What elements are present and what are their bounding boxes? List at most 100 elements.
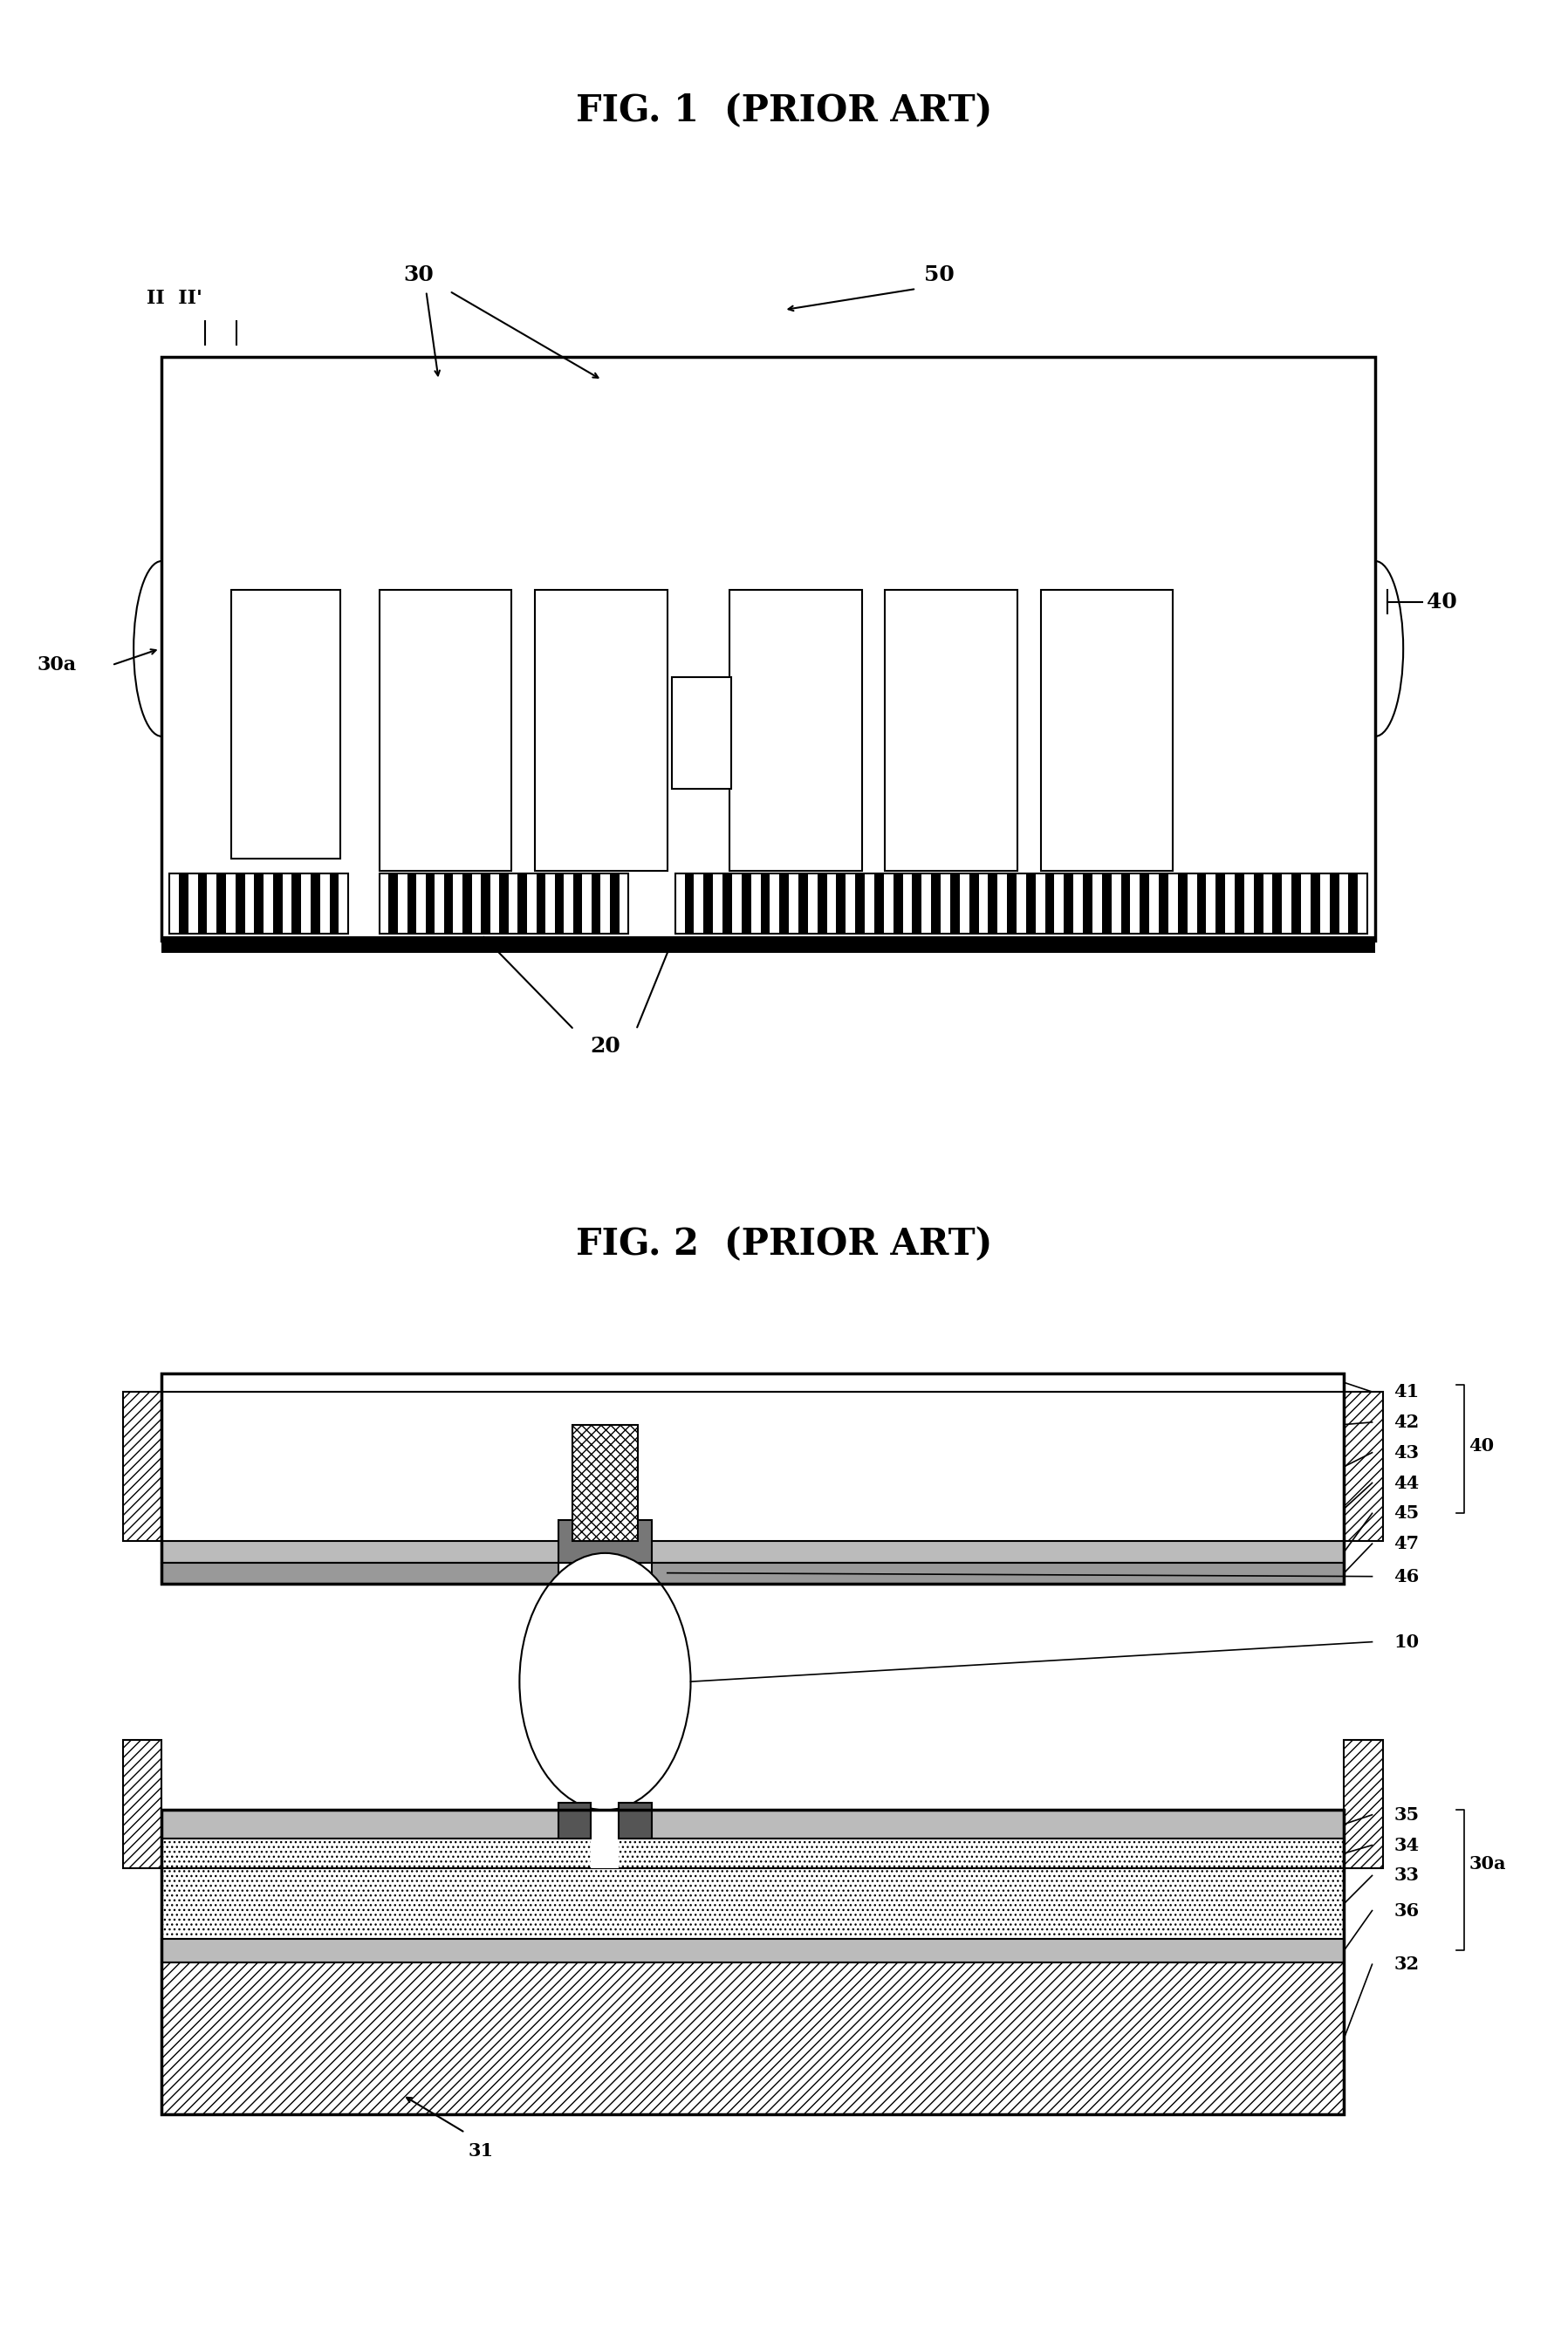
Bar [1140,874,1149,935]
Bar [379,874,629,935]
Bar [162,1562,558,1583]
Text: 43: 43 [1394,1445,1419,1461]
Text: 30a: 30a [36,655,77,674]
Text: 42: 42 [1394,1414,1419,1431]
Bar [1344,1741,1383,1867]
Bar [988,874,997,935]
Bar [894,874,903,935]
Bar [1330,874,1339,935]
Text: 45: 45 [1394,1506,1419,1522]
Bar [950,874,960,935]
Text: 34: 34 [1394,1837,1419,1853]
Text: 36: 36 [1394,1903,1419,1919]
Text: 44: 44 [1394,1475,1419,1492]
Bar [817,874,826,935]
Text: 32: 32 [1394,1957,1419,1973]
Text: 46: 46 [1394,1567,1419,1586]
Bar [162,1938,1344,1961]
Bar [1344,1393,1383,1541]
Bar [1254,874,1264,935]
Bar [535,590,668,871]
Bar [122,1741,162,1867]
Bar [1044,874,1054,935]
Bar [652,1562,1344,1583]
Bar [1065,874,1074,935]
Circle shape [519,1553,690,1811]
Bar [389,874,398,935]
Bar [723,874,732,935]
Bar [162,1811,1344,2114]
Bar [122,1393,162,1541]
Bar [463,874,472,935]
Bar [836,874,845,935]
Bar [558,1804,591,1839]
Bar [254,874,263,935]
Bar [162,937,1375,951]
Bar [235,874,245,935]
Bar [1234,874,1243,935]
Bar [292,874,301,935]
Bar [558,1520,652,1562]
Bar [329,874,339,935]
Bar [1007,874,1016,935]
Bar [162,1867,1344,1938]
Bar [1083,874,1093,935]
Bar [555,874,564,935]
Bar [273,874,282,935]
Bar [931,874,941,935]
Text: FIG. 2  (PRIOR ART): FIG. 2 (PRIOR ART) [575,1226,993,1264]
Text: 10: 10 [1394,1633,1419,1651]
Text: 47: 47 [1394,1534,1419,1553]
Text: 31: 31 [467,2142,494,2161]
Bar [162,1541,1344,1562]
Bar [1215,874,1225,935]
Bar [1159,874,1168,935]
Bar [798,874,808,935]
Bar [169,874,348,935]
Bar [884,590,1018,871]
Bar [162,1811,1344,1839]
Bar [742,874,751,935]
Bar [1311,874,1320,935]
Text: FIG. 1  (PRIOR ART): FIG. 1 (PRIOR ART) [575,94,993,129]
Bar [1178,874,1187,935]
Bar [1273,874,1283,935]
Bar [685,874,695,935]
Bar [591,874,601,935]
Bar [875,874,884,935]
Bar [216,874,226,935]
Text: 40: 40 [1469,1438,1494,1454]
Bar [1121,874,1131,935]
Bar [572,874,582,935]
Bar [673,677,731,789]
Text: 50: 50 [925,265,955,284]
Bar [760,874,770,935]
Bar [379,590,511,871]
Bar [704,874,713,935]
Text: 20: 20 [590,1036,621,1057]
Bar [310,874,320,935]
Text: 30: 30 [403,265,433,284]
Bar [162,1961,1344,2114]
Bar [198,874,207,935]
Text: 33: 33 [1394,1867,1419,1884]
Bar [162,1374,1344,1393]
Bar [676,874,1367,935]
Bar [729,590,862,871]
Bar [1348,874,1358,935]
Bar [408,874,417,935]
Bar [499,874,508,935]
Bar [1102,874,1112,935]
Bar [913,874,922,935]
Bar [536,874,546,935]
Bar [969,874,978,935]
Bar [517,874,527,935]
Bar [444,874,453,935]
Bar [481,874,491,935]
Bar [610,874,619,935]
Bar [855,874,866,935]
Bar [1025,874,1035,935]
Bar [591,1811,619,1867]
Text: II  II': II II' [146,289,202,308]
Bar [179,874,188,935]
